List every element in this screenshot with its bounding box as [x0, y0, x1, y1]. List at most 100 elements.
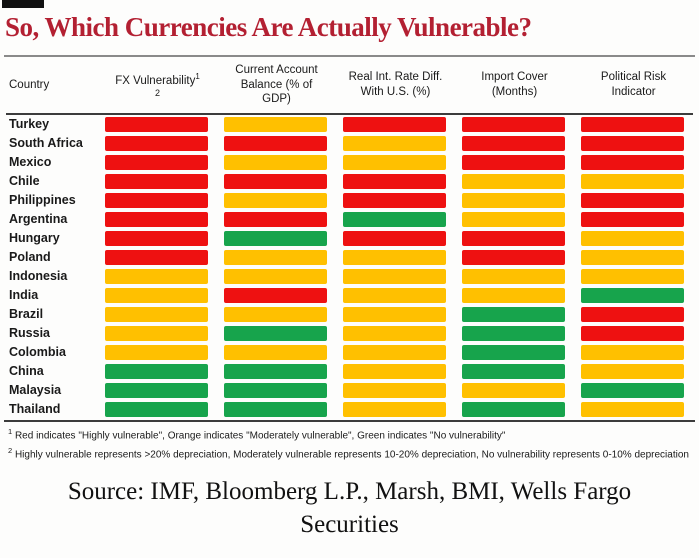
rating-bar-orange [343, 364, 446, 379]
column-header-country: Country [6, 57, 98, 115]
column-header-import-cover: Import Cover (Months) [455, 57, 574, 115]
rating-cell [336, 381, 455, 400]
rating-bar-orange [462, 212, 565, 227]
corner-mark [2, 0, 44, 8]
rating-cell [455, 153, 574, 172]
rating-bar-green [105, 364, 208, 379]
rating-bar-orange [581, 250, 684, 265]
rating-cell [336, 229, 455, 248]
source-line: Source: IMF, Bloomberg L.P., Marsh, BMI,… [67, 477, 632, 539]
rating-bar-red [105, 155, 208, 170]
rating-cell [98, 381, 217, 400]
rating-bar-orange [105, 345, 208, 360]
rating-cell [336, 210, 455, 229]
rating-bar-red [105, 231, 208, 246]
rating-cell [336, 134, 455, 153]
rating-cell [217, 286, 336, 305]
vulnerability-table: Country FX Vulnerability1 2 Current Acco… [6, 57, 693, 419]
rating-bar-orange [462, 383, 565, 398]
rating-cell [217, 267, 336, 286]
country-label: Poland [9, 250, 51, 264]
rating-bar-red [343, 231, 446, 246]
rating-bar-green [462, 402, 565, 417]
rating-cell [217, 381, 336, 400]
rating-bar-red [462, 231, 565, 246]
rating-bar-green [462, 345, 565, 360]
rating-bar-orange [224, 250, 327, 265]
rating-cell [455, 248, 574, 267]
rating-bar-red [105, 136, 208, 151]
rating-cell [574, 324, 693, 343]
rating-cell [98, 286, 217, 305]
rating-cell [217, 172, 336, 191]
rating-bar-green [224, 383, 327, 398]
rating-bar-green [224, 326, 327, 341]
rating-bar-orange [462, 288, 565, 303]
rating-bar-orange [343, 250, 446, 265]
rating-bar-red [581, 193, 684, 208]
rating-bar-red [581, 155, 684, 170]
rating-cell [217, 210, 336, 229]
fx-header-label: FX Vulnerability [115, 74, 196, 87]
rating-cell [217, 115, 336, 134]
rating-cell [574, 210, 693, 229]
rating-cell [574, 400, 693, 419]
rating-bar-red [462, 250, 565, 265]
rating-cell [455, 343, 574, 362]
rating-bar-orange [581, 364, 684, 379]
country-label: Turkey [9, 117, 50, 131]
rating-bar-red [224, 212, 327, 227]
rating-cell [336, 191, 455, 210]
rating-cell [455, 286, 574, 305]
rating-bar-orange [105, 307, 208, 322]
country-label: Russia [9, 326, 50, 340]
title-divider [4, 55, 695, 57]
rating-cell [574, 115, 693, 134]
country-label: Brazil [9, 307, 44, 321]
footnote-1: 1 Red indicates "Highly vulnerable", Ora… [8, 427, 689, 444]
country-label: Chile [9, 174, 40, 188]
rating-bar-orange [462, 193, 565, 208]
rating-cell [98, 400, 217, 419]
rating-cell [336, 305, 455, 324]
rating-bar-red [105, 174, 208, 189]
rating-bar-orange [343, 326, 446, 341]
rating-bar-green [462, 307, 565, 322]
rating-cell [455, 172, 574, 191]
rating-cell [217, 400, 336, 419]
fx-header-sup1: 1 [195, 72, 200, 82]
rating-cell [336, 324, 455, 343]
rating-cell [217, 248, 336, 267]
rating-bar-orange [581, 231, 684, 246]
rating-bar-green [224, 364, 327, 379]
rating-bar-red [462, 136, 565, 151]
rating-cell [217, 343, 336, 362]
rating-bar-green [224, 231, 327, 246]
rating-cell [455, 210, 574, 229]
rating-cell [217, 305, 336, 324]
rating-cell [336, 248, 455, 267]
rating-cell [455, 115, 574, 134]
rating-cell [455, 267, 574, 286]
rating-bar-green [581, 288, 684, 303]
rating-bar-orange [343, 402, 446, 417]
rating-cell [217, 153, 336, 172]
rating-cell [98, 248, 217, 267]
rating-bar-orange [343, 288, 446, 303]
rating-cell [574, 248, 693, 267]
rating-cell [455, 229, 574, 248]
country-label: Colombia [9, 345, 66, 359]
rating-cell [98, 267, 217, 286]
rating-cell [98, 115, 217, 134]
rating-bar-green [224, 402, 327, 417]
rating-bar-red [581, 326, 684, 341]
rating-cell [455, 134, 574, 153]
rating-bar-red [581, 307, 684, 322]
rating-cell [574, 134, 693, 153]
rating-bar-orange [462, 269, 565, 284]
rating-cell [336, 400, 455, 419]
rating-cell [336, 343, 455, 362]
country-label: Argentina [9, 212, 68, 226]
rating-bar-red [581, 212, 684, 227]
